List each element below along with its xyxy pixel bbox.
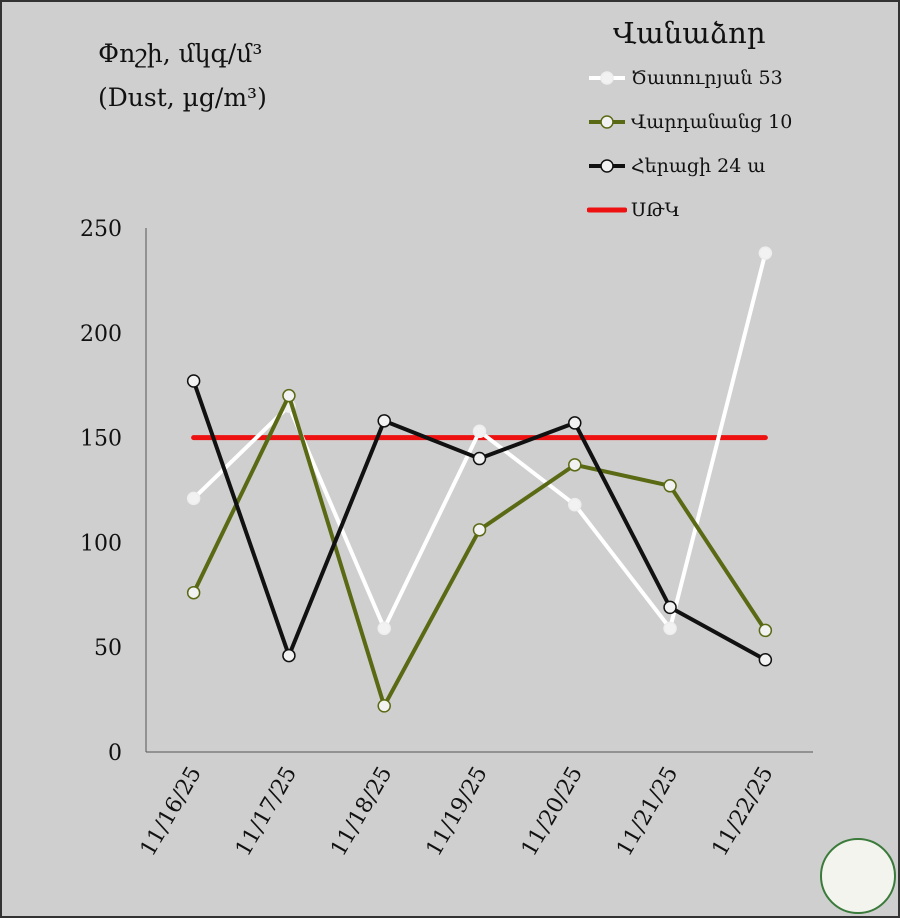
legend-item: ՍԹԿ — [587, 188, 792, 232]
legend-item: Վարդանանց 10 — [587, 100, 792, 144]
series-1-point — [282, 388, 296, 403]
series-2-point — [186, 374, 201, 388]
y-tick-label: 200 — [80, 322, 122, 347]
series-2-point — [568, 416, 582, 430]
y-tick-label: 150 — [80, 427, 122, 452]
x-tick-label: 11/22/25 — [707, 763, 778, 861]
series-0-line — [192, 252, 768, 631]
y-axis-title-english: (Dust, µg/m³) — [98, 83, 267, 112]
legend-marker-icon — [589, 71, 625, 85]
series-2-point — [377, 414, 391, 428]
y-tick-label: 100 — [80, 531, 122, 556]
legend-marker-icon — [589, 159, 625, 173]
series-1-point — [758, 623, 773, 638]
series-0-point — [568, 497, 582, 512]
y-axis-title: Փոշի, մկգ/մ³ (Dust, µg/m³) — [98, 32, 267, 120]
legend-item: Հերացի 24 ա — [587, 144, 792, 188]
y-tick-label: 0 — [108, 741, 122, 766]
legend-label: Հերացի 24 ա — [631, 155, 766, 177]
series-2-point — [758, 653, 773, 667]
series-0-point — [186, 491, 201, 506]
series-1-point — [186, 585, 201, 600]
series-2-point — [663, 600, 677, 615]
y-axis-title-armenian: Փոշի, մկգ/մ³ — [98, 39, 263, 68]
series-0-point — [472, 424, 487, 439]
legend-title: Վանաձոր — [613, 16, 766, 50]
series-2-point — [282, 648, 296, 663]
series-1-point — [663, 479, 677, 493]
x-tick-label: 11/20/25 — [517, 763, 588, 861]
series-1-line — [191, 393, 768, 708]
x-tick-label: 11/16/25 — [136, 763, 207, 861]
series-1-point — [568, 458, 582, 472]
series-0-point — [377, 621, 391, 636]
series-0-point — [663, 621, 677, 636]
legend-label: ՍԹԿ — [631, 199, 680, 221]
y-tick-label: 250 — [80, 217, 122, 242]
x-tick-label: 11/21/25 — [612, 763, 683, 861]
x-tick-label: 11/19/25 — [422, 763, 493, 861]
legend: Վանաձոր Ծատուրյան 53 Վարդանանց 10 Հերացի 2… — [587, 16, 792, 232]
series-2-line — [191, 380, 767, 662]
series-2-point — [472, 451, 487, 466]
x-tick-label: 11/17/25 — [231, 763, 302, 861]
series-1-point — [377, 699, 391, 713]
organization-logo — [820, 838, 896, 914]
legend-marker-icon — [589, 115, 625, 129]
legend-label: Ծատուրյան 53 — [631, 67, 783, 89]
legend-label: Վարդանանց 10 — [631, 111, 793, 133]
legend-item: Ծատուրյան 53 — [587, 56, 792, 100]
series-1-point — [472, 523, 487, 537]
x-tick-label: 11/18/25 — [326, 763, 397, 861]
legend-marker-icon — [587, 207, 627, 213]
series-0-point — [758, 246, 773, 260]
y-tick-label: 50 — [94, 636, 122, 661]
